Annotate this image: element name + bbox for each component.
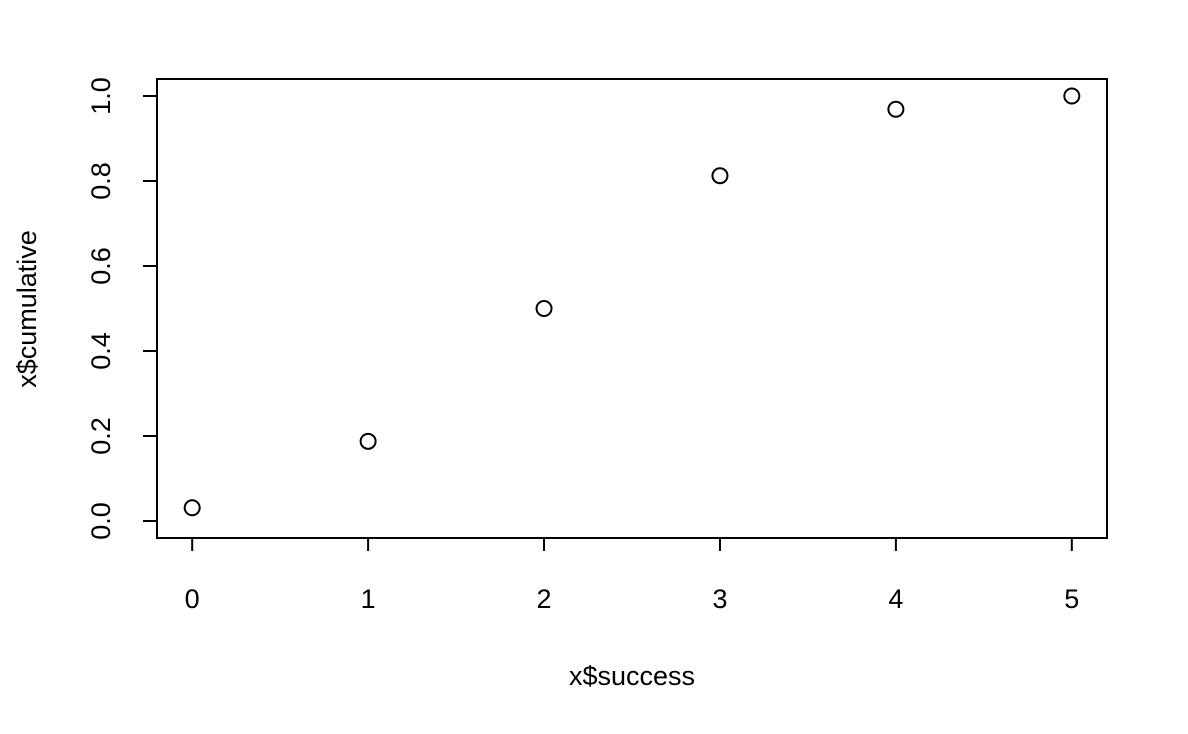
- y-tick-label: 0.2: [86, 417, 116, 455]
- y-tick-label: 1.0: [86, 77, 116, 115]
- data-points: [183, 87, 1081, 517]
- x-axis-title: x$success: [569, 661, 695, 691]
- data-point: [535, 300, 553, 317]
- plot-box: [156, 78, 1108, 539]
- y-tick-label: 0.6: [86, 247, 116, 285]
- data-point: [711, 167, 729, 185]
- y-tick-label: 0.8: [86, 162, 116, 200]
- data-point: [359, 432, 377, 450]
- x-tick-label: 4: [888, 584, 903, 614]
- data-point: [183, 499, 201, 517]
- x-tick-label: 1: [361, 584, 376, 614]
- x-tick-label: 5: [1064, 584, 1079, 614]
- y-axis: 0.0 0.2 0.4 0.6 0.8 1.0: [86, 77, 158, 540]
- data-point: [1063, 87, 1081, 105]
- data-point: [887, 100, 905, 118]
- y-tick-label: 0.0: [86, 502, 116, 540]
- x-tick-label: 0: [185, 584, 200, 614]
- y-tick-label: 0.4: [86, 332, 116, 370]
- x-tick-label: 2: [537, 584, 552, 614]
- x-axis: 0 1 2 3 4 5: [185, 537, 1079, 614]
- x-tick-label: 3: [712, 584, 727, 614]
- y-axis-title: x$cumulative: [12, 230, 42, 388]
